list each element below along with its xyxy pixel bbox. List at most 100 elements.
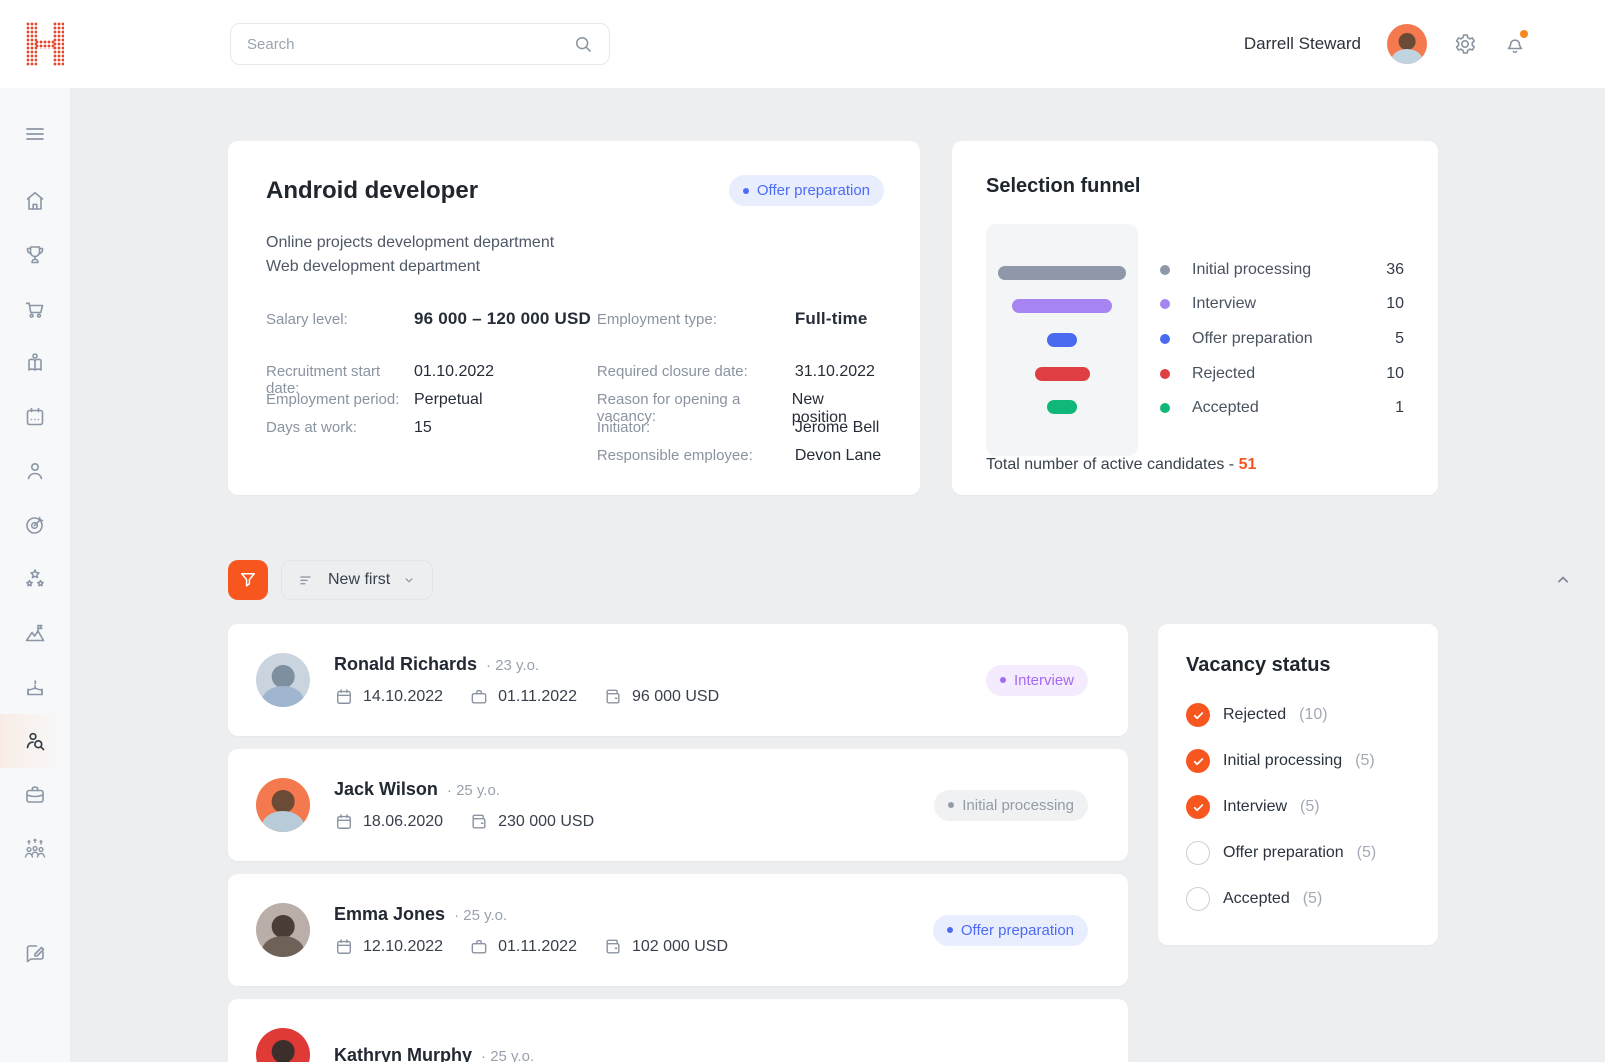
legend-row: Accepted 1 — [1160, 399, 1404, 417]
legend-dot-icon — [1160, 368, 1170, 379]
legend-row: Offer preparation 5 — [1160, 330, 1404, 348]
vacancy-title: Android developer — [266, 177, 479, 204]
user-avatar[interactable] — [1387, 24, 1427, 64]
app-logo-icon[interactable] — [26, 22, 64, 66]
vacancy-departments: Online projects development department W… — [266, 231, 882, 279]
candidate-date: 18.06.2020 — [334, 812, 443, 832]
candidate-salary: 96 000 USD — [603, 687, 719, 707]
candidate-card[interactable]: Kathryn Murphy · 25 y.o. — [228, 999, 1128, 1062]
mountain-icon[interactable] — [0, 606, 70, 660]
salary-label: Salary level: — [266, 311, 348, 328]
candidate-age: · 25 y.o. — [454, 906, 508, 924]
candidate-name: Ronald Richards — [334, 653, 478, 674]
collapse-chevron-up-icon[interactable] — [1553, 570, 1573, 590]
closure-date-value: 31.10.2022 — [794, 363, 875, 380]
briefcase-icon[interactable] — [0, 768, 70, 822]
status-option[interactable]: Interview (5) — [1186, 795, 1410, 819]
checkbox-checked-icon[interactable] — [1186, 703, 1210, 727]
vacancy-status-badge: Offer preparation — [728, 175, 884, 206]
search-bar[interactable] — [230, 23, 610, 65]
calendar-icon — [334, 687, 354, 707]
notifications-bell-icon[interactable] — [1503, 30, 1528, 56]
days-at-work-label: Days at work: — [266, 419, 357, 436]
training-icon[interactable] — [0, 336, 70, 390]
responsible-value: Devon Lane — [794, 447, 882, 464]
initiator-label: Initiator: — [596, 419, 651, 436]
status-option[interactable]: Offer preparation (5) — [1186, 841, 1410, 865]
team-growth-icon[interactable] — [0, 822, 70, 876]
candidate-avatar — [256, 1028, 310, 1062]
candidate-card[interactable]: Emma Jones · 25 y.o. 12.10.2022 01.11.20… — [228, 874, 1128, 986]
candidate-search-icon[interactable] — [0, 714, 70, 768]
legend-dot-icon — [1160, 264, 1170, 275]
vacancy-reason-value: New position — [791, 391, 847, 426]
checkbox-checked-icon[interactable] — [1186, 749, 1210, 773]
employment-type-value: Full-time — [794, 309, 868, 328]
candidate-name: Kathryn Murphy — [334, 1044, 473, 1062]
funnel-bar — [1047, 400, 1077, 415]
candidate-card[interactable]: Jack Wilson · 25 y.o. 18.06.2020 230 000… — [228, 749, 1128, 861]
candidate-age: · 25 y.o. — [481, 1047, 535, 1062]
menu-icon[interactable] — [0, 112, 70, 156]
user-name: Darrell Steward — [1243, 34, 1361, 53]
employment-type-label: Employment type: — [596, 311, 717, 328]
candidate-avatar — [256, 903, 310, 957]
candidate-age: · 23 y.o. — [486, 656, 540, 674]
search-icon[interactable] — [573, 34, 593, 54]
vacancy-reason-label: Reason for opening a vacancy: — [596, 391, 741, 425]
funnel-legend: Initial processing 36 Interview 10 Offer p… — [1160, 224, 1404, 456]
cart-icon[interactable] — [0, 282, 70, 336]
funnel-chart — [986, 224, 1138, 456]
candidate-avatar — [256, 653, 310, 707]
recruitment-start-label: Recruitment start date: — [266, 363, 381, 397]
stars-icon[interactable] — [0, 552, 70, 606]
status-option[interactable]: Accepted (5) — [1186, 887, 1410, 911]
selection-funnel-card: Selection funnel Initial processing 36 In… — [952, 141, 1438, 495]
employment-period-label: Employment period: — [266, 391, 400, 408]
vacancy-card: Android developer Offer preparation Onli… — [228, 141, 920, 495]
vacancy-status-title: Vacancy status — [1186, 654, 1331, 676]
funnel-total: Total number of active candidates - 51 — [986, 456, 1257, 473]
checkbox-unchecked-icon[interactable] — [1186, 841, 1210, 865]
department-line: Online projects development department — [266, 234, 555, 251]
closure-date-label: Required closure date: — [596, 363, 748, 380]
calendar-icon — [334, 812, 354, 832]
trophy-icon[interactable] — [0, 228, 70, 282]
funnel-bar — [1012, 299, 1112, 314]
funnel-bar — [1034, 366, 1090, 381]
badge-dot-icon — [742, 187, 749, 194]
profile-icon[interactable] — [0, 444, 70, 498]
vacancy-status-card: Vacancy status Rejected (10) Initial pro… — [1158, 624, 1438, 945]
status-option[interactable]: Rejected (10) — [1186, 703, 1410, 727]
settings-gear-icon[interactable] — [1453, 32, 1477, 56]
candidate-age: · 25 y.o. — [446, 781, 500, 799]
days-at-work-value: 15 — [414, 419, 432, 436]
candidate-date: 12.10.2022 — [334, 937, 443, 957]
top-bar: Darrell Steward — [0, 0, 1605, 88]
calendar-icon[interactable] — [0, 390, 70, 444]
candidate-status-badge: Interview — [985, 664, 1088, 696]
cake-icon[interactable] — [0, 660, 70, 714]
candidate-start-date: 01.11.2022 — [469, 687, 577, 707]
sort-label: New first — [328, 571, 391, 588]
feedback-icon[interactable] — [0, 926, 70, 980]
candidate-card[interactable]: Ronald Richards · 23 y.o. 14.10.2022 01.… — [228, 624, 1128, 736]
candidate-name: Jack Wilson — [334, 778, 438, 799]
filter-button[interactable] — [228, 560, 268, 600]
department-line: Web development department — [266, 258, 481, 275]
status-option[interactable]: Initial processing (5) — [1186, 749, 1410, 773]
sort-icon — [298, 571, 316, 589]
legend-row: Interview 10 — [1160, 295, 1404, 313]
home-icon[interactable] — [0, 174, 70, 228]
wallet-icon — [603, 687, 623, 707]
funnel-title: Selection funnel — [986, 175, 1141, 197]
initiator-value: Jerome Bell — [794, 419, 880, 436]
salary-value: 96 000 – 120 000 USD — [414, 309, 591, 328]
checkbox-checked-icon[interactable] — [1186, 795, 1210, 819]
sort-dropdown[interactable]: New first — [281, 560, 434, 600]
checkbox-unchecked-icon[interactable] — [1186, 887, 1210, 911]
legend-row: Rejected 10 — [1160, 365, 1404, 383]
target-icon[interactable] — [0, 498, 70, 552]
search-input[interactable] — [247, 35, 573, 53]
candidate-avatar — [256, 778, 310, 832]
